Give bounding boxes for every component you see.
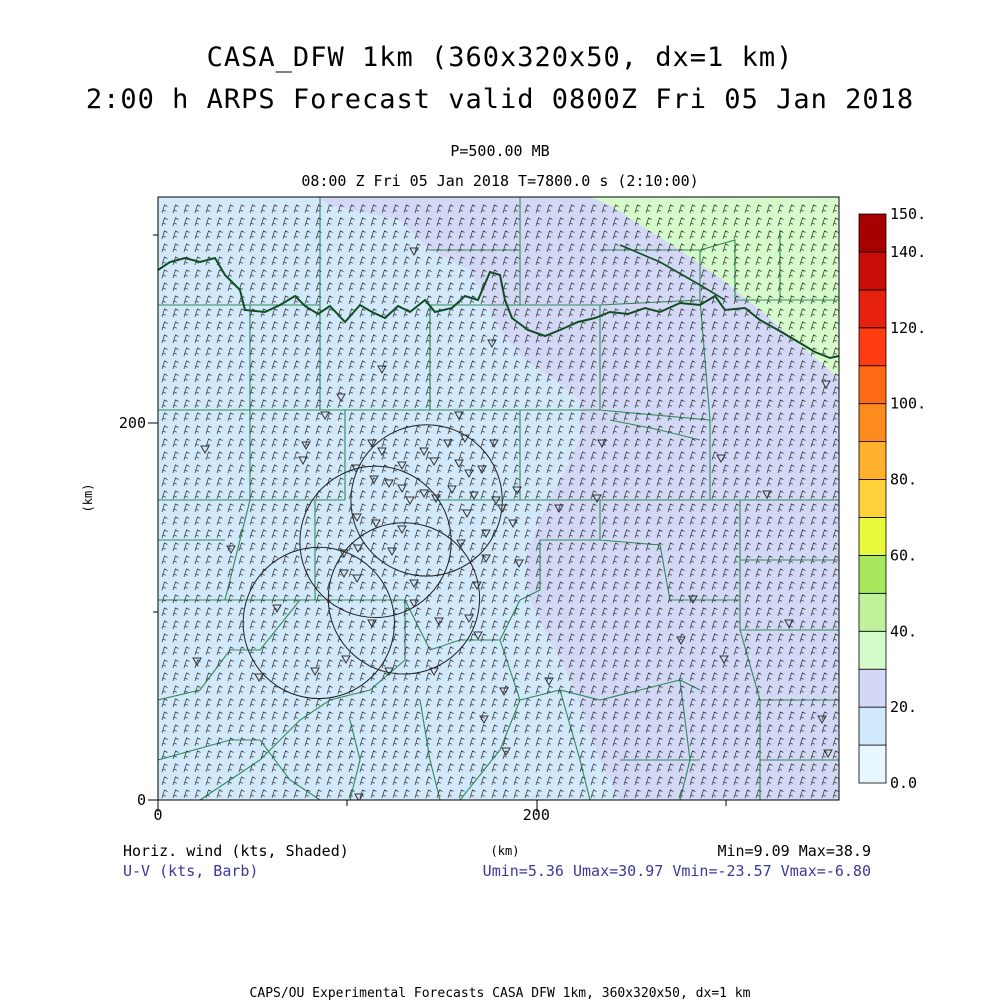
- colorbar-swatch: [858, 592, 887, 632]
- x-axis-label: (km): [491, 844, 520, 858]
- x-tick-label: 0: [153, 806, 162, 824]
- colorbar-label: 80.: [890, 471, 917, 489]
- colorbar: 0.0 20. 40. 60. 80. 100. 120. 140. 150.: [858, 205, 926, 792]
- chart-subtitle: 2:00 h ARPS Forecast valid 0800Z Fri 05 …: [85, 84, 915, 115]
- radar-ring: [242, 546, 395, 700]
- county-borders: [158, 197, 839, 800]
- colorbar-swatch: [858, 403, 887, 442]
- plot-ticks: [148, 234, 727, 812]
- min-max-readout: Min=9.09 Max=38.9: [717, 842, 871, 860]
- colorbar-swatch: [858, 327, 887, 367]
- chart-title: CASA_DFW 1km (360x320x50, dx=1 km): [206, 42, 794, 73]
- colorbar-swatch: [858, 213, 887, 253]
- valid-time: 08:00 Z Fri 05 Jan 2018 T=7800.0 s (2:10…: [301, 172, 699, 190]
- colorbar-swatch: [858, 744, 887, 784]
- colorbar-swatch: [858, 630, 887, 670]
- shade-30-40: [590, 197, 839, 378]
- wind-barbs: [161, 204, 839, 799]
- colorbar-label: 100.: [890, 395, 926, 413]
- colorbar-label: 0.0: [890, 774, 917, 792]
- y-tick-label: 200: [119, 414, 146, 432]
- colorbar-swatch: [858, 441, 887, 480]
- plot-frame: [157, 196, 840, 801]
- colorbar-swatch: [858, 706, 887, 746]
- colorbar-swatch: [858, 365, 887, 405]
- wind-barb-field: [161, 204, 839, 799]
- colorbar-label: 140.: [890, 243, 926, 261]
- colorbar-label: 120.: [890, 319, 926, 337]
- colorbar-label: 20.: [890, 698, 917, 716]
- radar-ring: [299, 465, 452, 619]
- y-axis-label: (km): [81, 484, 95, 513]
- colorbar-label: 40.: [890, 622, 917, 640]
- station-markers: [192, 247, 833, 800]
- colorbar-label: 60.: [890, 546, 917, 564]
- colorbar-swatch: [858, 289, 887, 329]
- shaded-field-label: Horiz. wind (kts, Shaded): [123, 842, 349, 860]
- pressure-level: P=500.00 MB: [450, 142, 550, 160]
- x-tick-label: 200: [523, 806, 550, 824]
- radar-rings: [242, 424, 503, 700]
- y-tick-label: 0: [137, 791, 146, 809]
- uv-stats-readout: Umin=5.36 Umax=30.97 Vmin=-23.57 Vmax=-6…: [482, 862, 871, 880]
- colorbar-swatch: [858, 668, 887, 708]
- colorbar-swatch: [858, 555, 887, 594]
- barb-field-label: U-V (kts, Barb): [123, 862, 259, 880]
- colorbar-swatch: [858, 479, 887, 518]
- colorbar-swatch: [858, 251, 887, 291]
- credit-line: CAPS/OU Experimental Forecasts CASA DFW …: [249, 986, 751, 1001]
- colorbar-label: 150.: [890, 205, 926, 223]
- colorbar-swatch: [858, 517, 887, 556]
- radar-ring: [327, 522, 481, 675]
- radar-ring: [350, 424, 503, 577]
- shade-20-30: [318, 197, 839, 800]
